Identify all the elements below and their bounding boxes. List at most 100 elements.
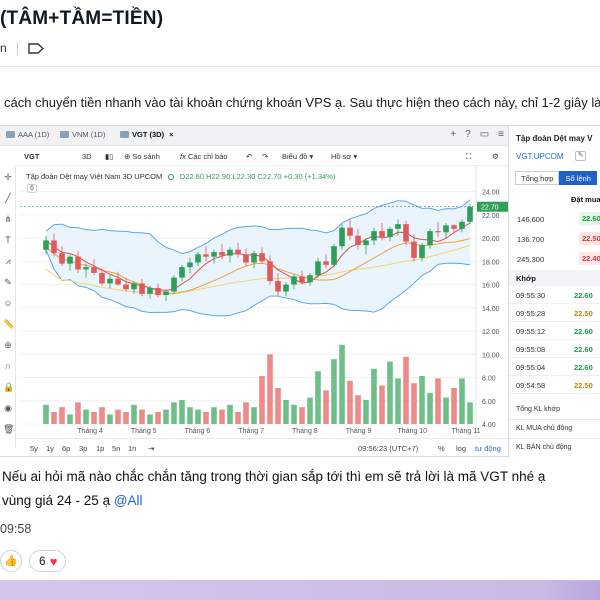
post-text-line: cách chuyển tiền nhanh vào tài khoản chứ… — [4, 95, 600, 110]
history-button[interactable]: Hồ sơ ▾ — [331, 152, 358, 161]
x-tick-label: Tháng 8 — [292, 428, 318, 435]
range-5n[interactable]: 5n — [112, 444, 121, 453]
tab-label: VGT (3D) — [132, 130, 165, 139]
lock-icon[interactable]: 🔒 — [3, 382, 15, 392]
candle-body — [307, 275, 313, 283]
text-tool-icon[interactable]: T — [5, 235, 11, 245]
chart-type-label: Biểu đồ — [282, 152, 308, 161]
tab-vnm[interactable]: VNM (1D) — [60, 130, 105, 139]
book-row: 136.700 22.50 — [509, 230, 600, 248]
symbol-search[interactable]: VGT — [24, 152, 40, 161]
volume-bar — [83, 409, 89, 424]
candle-body — [227, 249, 233, 256]
range-6p[interactable]: 6p — [62, 444, 71, 453]
reaction-count-button[interactable]: 6 ♥ — [29, 550, 67, 572]
header-divider — [0, 66, 600, 67]
tab-vgt[interactable]: VGT (3D) × — [120, 130, 173, 139]
tag-icon[interactable] — [27, 42, 44, 54]
add-icon[interactable]: + — [450, 129, 457, 140]
y-tick-label: 14.00 — [482, 306, 500, 313]
pitchfork-icon[interactable]: ⋔ — [4, 214, 12, 224]
candle-body — [419, 245, 425, 258]
auto-toggle[interactable]: tự động — [475, 444, 501, 453]
price-chart[interactable]: 24.00 22.00 20.00 18.00 16.00 14.00 12.00 10.00… — [16, 166, 508, 438]
range-1n[interactable]: 1n — [128, 444, 137, 453]
brush-icon[interactable]: ✎ — [4, 277, 12, 287]
volume-bar — [187, 407, 193, 424]
eye-icon[interactable]: ◉ — [4, 403, 12, 413]
bottom-banner-accent — [545, 581, 600, 600]
layout-icon[interactable]: ▭ — [479, 129, 490, 140]
undo-icon[interactable]: ↶ — [246, 152, 253, 161]
panel-symbol[interactable]: VGT.UPCOM — [516, 152, 564, 161]
trash-icon[interactable]: 🗑 — [3, 424, 15, 434]
interval-button[interactable]: 3D — [82, 152, 92, 161]
chart-type-button[interactable]: Biểu đồ ▾ — [282, 152, 314, 161]
bollinger-upper-line — [45, 199, 471, 255]
tab-aaa[interactable]: AAA (1D) — [6, 130, 49, 139]
tab-summary[interactable]: Tổng hợp — [515, 171, 560, 185]
tab-order-book[interactable]: Sổ lệnh — [559, 171, 597, 185]
emoji-icon[interactable]: ☺ — [3, 298, 13, 308]
trendline-icon[interactable]: ╱ — [5, 193, 11, 203]
row-divider — [509, 438, 600, 439]
volume-bar — [203, 412, 209, 424]
book-volume: 245.300 — [517, 255, 545, 264]
indicator-count-badge[interactable]: 6 — [27, 184, 37, 193]
redo-icon[interactable]: ↷ — [262, 152, 269, 161]
range-1y[interactable]: 1y — [46, 444, 54, 453]
candle-body — [291, 276, 297, 285]
volume-bar — [235, 412, 241, 424]
active-sell-label: KL BÁN chủ động — [516, 444, 572, 451]
like-button[interactable]: 👍 — [0, 550, 22, 572]
range-5y[interactable]: 5y — [30, 444, 38, 453]
candle-body — [267, 261, 273, 282]
candle-body — [179, 267, 185, 278]
candle-body — [155, 288, 161, 296]
book-price: 22.40 — [579, 252, 600, 265]
range-3p[interactable]: 3p — [79, 444, 88, 453]
magnet-icon[interactable]: ∩ — [4, 361, 12, 371]
ma-long-line — [45, 244, 471, 295]
volume-bar — [395, 378, 401, 424]
match-price: 22.50 — [574, 381, 593, 390]
y-tick-label: 4.00 — [482, 422, 496, 429]
match-time: 09:54:58 — [516, 381, 546, 390]
settings-icon[interactable]: ⚙ — [492, 152, 499, 161]
candle-type-icon[interactable]: ▮▯ — [105, 152, 114, 161]
y-tick-label: 20.00 — [482, 236, 500, 243]
candle-body — [403, 224, 409, 242]
match-price: 22.60 — [574, 291, 593, 300]
percent-toggle[interactable]: % — [438, 444, 445, 453]
ma-short-line — [45, 222, 471, 291]
fullscreen-icon[interactable]: ⛶ — [466, 152, 472, 161]
ruler-icon[interactable]: 📏 — [3, 319, 15, 329]
pattern-icon[interactable]: ⩘ — [5, 256, 11, 266]
goto-date-icon[interactable]: ⇥ — [148, 444, 155, 453]
tab-label: AAA (1D) — [18, 130, 50, 139]
volume-bar — [219, 409, 225, 424]
book-volume: 146.600 — [517, 215, 545, 224]
range-1p[interactable]: 1p — [96, 444, 105, 453]
menu-icon[interactable]: ≡ — [498, 129, 504, 140]
zoom-icon[interactable]: ⊕ — [4, 340, 12, 350]
edit-icon[interactable]: ✎ — [575, 151, 586, 161]
post-message: Nếu ai hỏi mã nào chắc chắn tăng trong t… — [2, 465, 600, 513]
candle-body — [203, 254, 209, 257]
indicators-label: Các chỉ báo — [187, 152, 228, 161]
x-tick-label: Tháng 4 — [77, 428, 103, 435]
volume-bar — [75, 402, 81, 424]
log-toggle[interactable]: log — [456, 444, 467, 453]
book-price: 22.50 — [579, 232, 600, 245]
volume-bar — [163, 409, 169, 424]
crosshair-icon[interactable]: ✛ — [4, 172, 12, 182]
compare-button[interactable]: ⊕ So sánh — [124, 152, 160, 161]
compare-label: So sánh — [132, 152, 160, 161]
candle-body — [379, 231, 385, 237]
close-icon[interactable]: × — [169, 130, 174, 139]
indicators-button[interactable]: fx Các chỉ báo — [180, 152, 228, 161]
help-icon[interactable]: ? — [465, 129, 471, 140]
match-row: 09:55:30 22.60 — [509, 286, 600, 304]
mention-link[interactable]: @All — [113, 493, 143, 508]
